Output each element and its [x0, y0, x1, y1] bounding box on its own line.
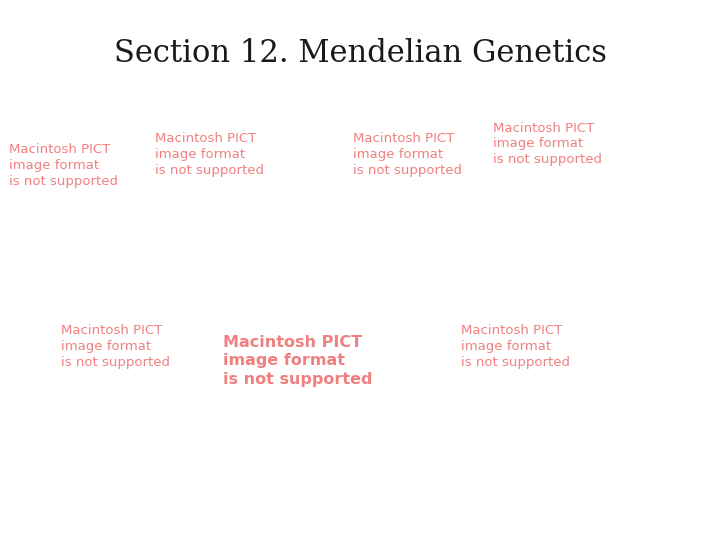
Text: Macintosh PICT
image format
is not supported: Macintosh PICT image format is not suppo… — [155, 132, 264, 177]
Text: Macintosh PICT
image format
is not supported: Macintosh PICT image format is not suppo… — [9, 143, 118, 188]
Text: Macintosh PICT
image format
is not supported: Macintosh PICT image format is not suppo… — [461, 324, 570, 369]
Text: Macintosh PICT
image format
is not supported: Macintosh PICT image format is not suppo… — [61, 324, 170, 369]
Text: Section 12. Mendelian Genetics: Section 12. Mendelian Genetics — [114, 38, 606, 69]
Text: Macintosh PICT
image format
is not supported: Macintosh PICT image format is not suppo… — [223, 335, 373, 387]
Text: Macintosh PICT
image format
is not supported: Macintosh PICT image format is not suppo… — [353, 132, 462, 177]
Text: Macintosh PICT
image format
is not supported: Macintosh PICT image format is not suppo… — [493, 122, 602, 166]
